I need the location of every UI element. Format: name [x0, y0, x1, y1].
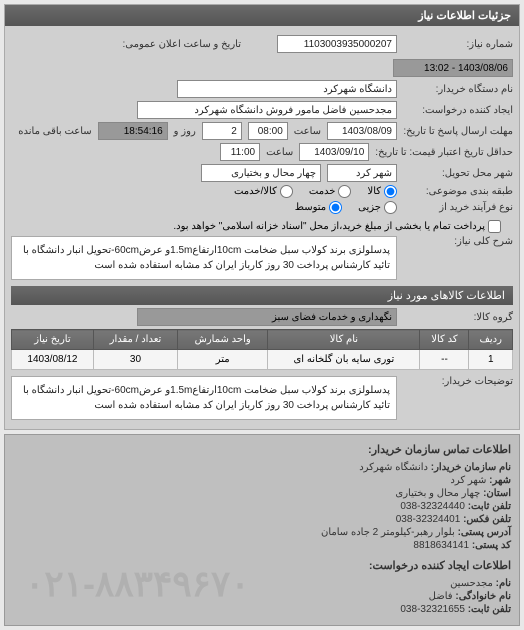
- process-label: نوع فرآیند خرید از: [403, 202, 513, 213]
- radio-med-label[interactable]: متوسط: [295, 201, 342, 214]
- remain-num: 2: [202, 122, 242, 140]
- row-desc: شرح کلی نیاز: پدسلولزی برند کولاب سبل ضخ…: [11, 236, 513, 280]
- goods-panel-title: اطلاعات کالاهای مورد نیاز: [11, 286, 513, 305]
- row-group: گروه کالا: نگهداری و خدمات فضای سبز: [11, 308, 513, 326]
- cell-qty: 30: [93, 350, 177, 370]
- delivery-province-value: چهار محال و بختیاری: [201, 164, 321, 182]
- price-validity-time: 11:00: [220, 143, 260, 161]
- remain-suffix: ساعت باقی مانده: [18, 126, 91, 137]
- col-qty: تعداد / مقدار: [93, 330, 177, 350]
- notes-text: پدسلولزی برند کولاب سبل ضخامت 10cmارتفاع…: [11, 376, 397, 420]
- cell-unit: متر: [178, 350, 268, 370]
- time-label-2: ساعت: [266, 147, 293, 158]
- notes-label: توضیحات خریدار:: [403, 376, 513, 387]
- col-code: کد کالا: [420, 330, 469, 350]
- price-validity-label: حداقل تاریخ اعتبار قیمت: تا تاریخ:: [375, 147, 513, 158]
- remain-day-label: روز و: [174, 126, 196, 137]
- name-line: نام: مجدحسین: [13, 578, 511, 589]
- need-number-value: 1103003935000207: [277, 35, 397, 53]
- cell-date: 1403/08/12: [12, 350, 94, 370]
- org-line: نام سازمان خریدار: دانشگاه شهرکرد: [13, 462, 511, 473]
- remain-time: 18:54:16: [98, 122, 168, 140]
- row-delivery-city: شهر محل تحویل: شهر کرد چهار محال و بختیا…: [11, 164, 513, 182]
- phone-line: تلفن ثابت: 32324440-038: [13, 501, 511, 512]
- deadline-time: 08:00: [248, 122, 288, 140]
- device-label: نام دستگاه خریدار:: [403, 84, 513, 95]
- cell-row: 1: [469, 350, 513, 370]
- row-creator: ایجاد کننده درخواست: مجدحسین فاضل مامور …: [11, 101, 513, 119]
- deadline-label: مهلت ارسال پاسخ تا تاریخ:: [403, 126, 513, 137]
- packaging-label: طبقه بندی موضوعی:: [403, 186, 513, 197]
- col-unit: واحد شمارش: [178, 330, 268, 350]
- fax-line: تلفن فکس: 32324401-038: [13, 514, 511, 525]
- panel-title: جزئیات اطلاعات نیاز: [5, 5, 519, 26]
- lname-line: نام خانوادگی: فاضل: [13, 591, 511, 602]
- row-notes: توضیحات خریدار: پدسلولزی برند کولاب سبل …: [11, 376, 513, 420]
- desc-label: شرح کلی نیاز:: [403, 236, 513, 247]
- radio-service[interactable]: [338, 185, 351, 198]
- city-line: شهر: شهر کرد: [13, 475, 511, 486]
- radio-med[interactable]: [329, 201, 342, 214]
- radio-both[interactable]: [280, 185, 293, 198]
- deadline-date: 1403/08/09: [327, 122, 397, 140]
- address-line: آدرس پستی: بلوار رهبر-کیلومتر 2 جاده سام…: [13, 527, 511, 538]
- group-label: گروه کالا:: [403, 312, 513, 323]
- contact-header-2: اطلاعات ایجاد کننده درخواست:: [13, 559, 511, 572]
- panel-body: شماره نیاز: 1103003935000207 تاریخ و ساع…: [5, 26, 519, 429]
- group-value: نگهداری و خدمات فضای سبز: [137, 308, 397, 326]
- radio-kala-label[interactable]: کالا: [367, 185, 397, 198]
- province-line: استان: چهار محال و بختیاری: [13, 488, 511, 499]
- creator-value: مجدحسین فاضل مامور فروش دانشگاه شهرکرد: [137, 101, 397, 119]
- radio-kala[interactable]: [384, 185, 397, 198]
- postal-line: کد پستی: 8818634141: [13, 540, 511, 551]
- time-label-1: ساعت: [294, 126, 321, 137]
- table-row[interactable]: 1 -- توری سایه بان گلخانه ای متر 30 1403…: [12, 350, 513, 370]
- row-packaging: طبقه بندی موضوعی: کالا خدمت کالا/خدمت: [11, 185, 513, 198]
- cell-name: توری سایه بان گلخانه ای: [268, 350, 420, 370]
- radio-low[interactable]: [384, 201, 397, 214]
- announce-value: 1403/08/06 - 13:02: [393, 59, 513, 77]
- col-name: نام کالا: [268, 330, 420, 350]
- goods-table: ردیف کد کالا نام کالا واحد شمارش تعداد /…: [11, 329, 513, 370]
- radio-low-label[interactable]: جزیی: [358, 201, 397, 214]
- row-deadline: مهلت ارسال پاسخ تا تاریخ: 1403/08/09 ساع…: [11, 122, 513, 140]
- creator-label: ایجاد کننده درخواست:: [403, 105, 513, 116]
- device-value: دانشگاه شهرکرد: [177, 80, 397, 98]
- table-header-row: ردیف کد کالا نام کالا واحد شمارش تعداد /…: [12, 330, 513, 350]
- col-row: ردیف: [469, 330, 513, 350]
- row-process: نوع فرآیند خرید از جزیی متوسط پرداخت تما…: [11, 201, 513, 233]
- contact-panel: اطلاعات تماس سازمان خریدار: نام سازمان خ…: [4, 434, 520, 626]
- cell-code: --: [420, 350, 469, 370]
- radio-both-label[interactable]: کالا/خدمت: [234, 185, 293, 198]
- row-device: نام دستگاه خریدار: دانشگاه شهرکرد: [11, 80, 513, 98]
- price-validity-date: 1403/09/10: [299, 143, 369, 161]
- pay-checkbox[interactable]: [488, 220, 501, 233]
- pay-note-check[interactable]: پرداخت تمام یا بخشی از مبلغ خرید،از محل …: [173, 220, 501, 233]
- row-price-validity: حداقل تاریخ اعتبار قیمت: تا تاریخ: 1403/…: [11, 143, 513, 161]
- need-number-label: شماره نیاز:: [403, 39, 513, 50]
- phone2-line: تلفن ثابت: 32321655-038: [13, 604, 511, 615]
- col-date: تاریخ نیاز: [12, 330, 94, 350]
- delivery-city-value: شهر کرد: [327, 164, 397, 182]
- radio-service-label[interactable]: خدمت: [309, 185, 352, 198]
- need-details-panel: جزئیات اطلاعات نیاز شماره نیاز: 11030039…: [4, 4, 520, 430]
- announce-label: تاریخ و ساعت اعلان عمومی:: [123, 39, 242, 50]
- delivery-city-label: شهر محل تحویل:: [403, 168, 513, 179]
- contact-header: اطلاعات تماس سازمان خریدار:: [13, 443, 511, 456]
- row-need-number: شماره نیاز: 1103003935000207 تاریخ و ساع…: [11, 35, 513, 77]
- desc-text: پدسلولزی برند کولاب سبل ضخامت 10cmارتفاع…: [11, 236, 397, 280]
